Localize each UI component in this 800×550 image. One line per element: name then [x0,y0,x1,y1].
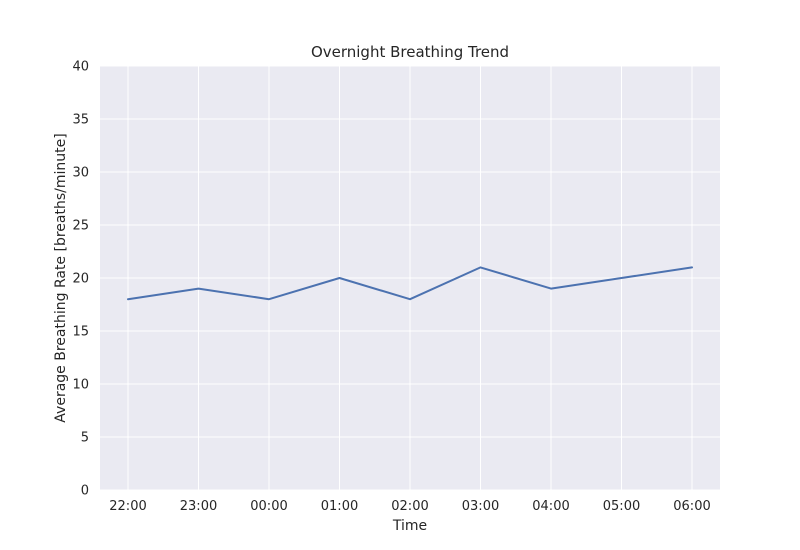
y-tick-labels: 0 5 10 15 20 25 30 35 40 [72,60,89,499]
y-tick-label: 35 [72,113,89,128]
y-tick-label: 25 [72,219,89,234]
y-tick-label: 10 [72,378,89,393]
x-tick-label: 00:00 [250,499,287,514]
y-tick-label: 0 [81,484,89,499]
y-tick-label: 40 [72,60,89,75]
x-tick-label: 06:00 [673,499,710,514]
y-tick-label: 20 [72,272,89,287]
x-tick-labels: 22:00 23:00 00:00 01:00 02:00 03:00 04:00 05:00… [109,499,710,514]
y-tick-label: 15 [72,325,89,340]
series-line [127,266,693,301]
y-tick-label: 30 [72,166,89,181]
x-tick-label: 22:00 [109,499,146,514]
x-tick-label: 05:00 [603,499,640,514]
x-tick-label: 04:00 [532,499,569,514]
x-tick-label: 23:00 [180,499,217,514]
y-axis-label: Average Breathing Rate [breaths/minute] [53,133,69,422]
x-tick-label: 02:00 [391,499,428,514]
x-tick-label: 01:00 [321,499,358,514]
chart-title: Overnight Breathing Trend [311,43,509,61]
x-axis-label: Time [392,518,427,534]
x-tick-label: 03:00 [462,499,499,514]
y-gridlines [100,65,720,491]
series-layer [127,266,693,301]
y-tick-label: 5 [81,431,89,446]
